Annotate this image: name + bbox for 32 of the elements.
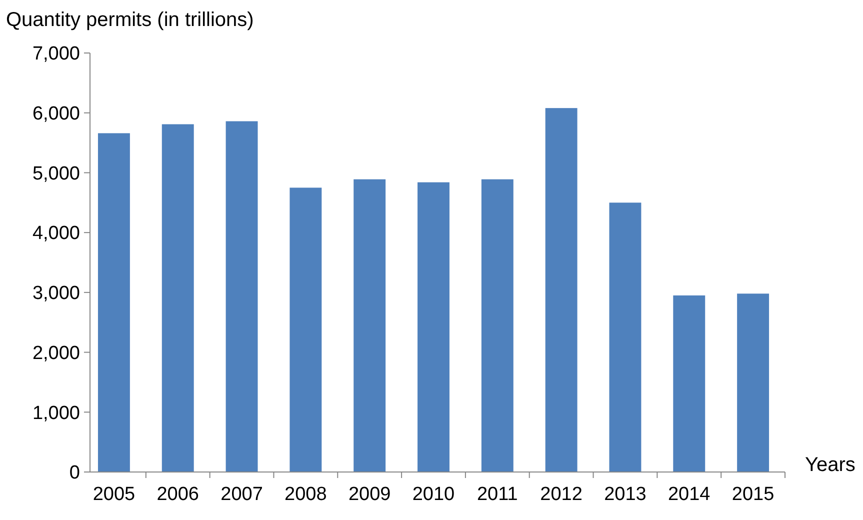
bar <box>545 108 578 472</box>
y-tick-label: 6,000 <box>32 104 80 125</box>
bar <box>226 121 258 472</box>
x-axis-title: Years <box>805 454 856 476</box>
bar <box>609 202 642 472</box>
x-tick-label: 2014 <box>668 484 711 505</box>
bar <box>737 294 770 472</box>
y-tick-label: 2,000 <box>32 342 80 364</box>
y-tick-label: 1,000 <box>32 402 80 424</box>
x-tick-label: 2011 <box>476 484 518 505</box>
bar <box>354 179 386 472</box>
y-tick-label: 0 <box>69 462 80 484</box>
bar <box>98 133 130 472</box>
x-tick-label: 2008 <box>284 484 327 505</box>
y-tick-label: 5,000 <box>32 163 80 184</box>
y-tick-label: 4,000 <box>32 223 80 244</box>
bar <box>162 124 194 472</box>
x-tick-label: 2009 <box>348 484 391 505</box>
x-tick-label: 2006 <box>156 484 200 505</box>
bar <box>290 188 322 472</box>
x-tick-label: 2010 <box>412 484 455 505</box>
x-tick-label: 2007 <box>220 484 263 505</box>
y-tick-label: 7,000 <box>32 44 80 65</box>
y-tick-label: 3,000 <box>32 283 80 304</box>
bar <box>673 295 706 472</box>
x-tick-label: 2013 <box>604 484 646 505</box>
bar <box>481 179 514 472</box>
x-tick-label: 2012 <box>540 484 582 505</box>
bar <box>418 182 450 472</box>
y-axis-title: Quantity permits (in trillions) <box>6 9 254 31</box>
x-tick-label: 2015 <box>732 484 774 505</box>
x-tick-label: 2005 <box>92 484 136 505</box>
